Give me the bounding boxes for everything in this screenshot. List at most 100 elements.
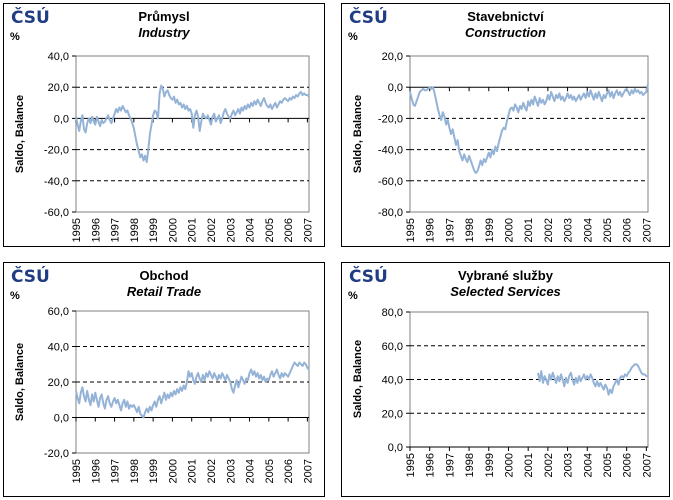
y-tick-label: 0,0 — [388, 442, 403, 454]
y-tick-label: 60,0 — [48, 306, 69, 318]
x-tick-label: 2000 — [167, 459, 179, 483]
x-tick-label: 2004 — [582, 453, 594, 477]
chart-panel-industry: ČSÚ Průmysl Industry % Saldo, Balance -6… — [3, 3, 325, 247]
chart-svg: -80,0 -60,0 -40,0 -20,0 0,0 20,0 1995 1996 1997 1… — [378, 51, 653, 242]
x-tick-label: 2006 — [622, 218, 634, 242]
x-tick-label: 1997 — [110, 218, 122, 242]
chart-title-en: Retail Trade — [126, 284, 202, 299]
y-tick-label: 40,0 — [382, 375, 403, 387]
x-tick-label: 2004 — [245, 218, 257, 242]
y-tick-label: 0,0 — [54, 413, 69, 425]
chart-titles: Stavebnictví Construction — [342, 9, 669, 41]
x-tick-label: 2004 — [582, 218, 594, 242]
y-tick-label: 80,0 — [382, 307, 403, 319]
series-line — [537, 363, 648, 396]
y-tick-label: -20,0 — [44, 448, 69, 460]
x-tick-label: 1996 — [90, 459, 102, 483]
y-tick-label: -20,0 — [44, 145, 69, 157]
x-tick-label: 2001 — [523, 218, 535, 242]
chart-title-en: Industry — [138, 25, 190, 40]
x-tick-label: 2007 — [641, 218, 653, 242]
x-tick-label: 1999 — [484, 453, 496, 477]
x-tick-label: 1999 — [148, 459, 160, 483]
x-tick-label: 2005 — [602, 453, 614, 477]
series-line — [409, 83, 649, 174]
x-tick-label: 1998 — [464, 453, 476, 477]
x-tick-label: 2003 — [225, 459, 237, 483]
x-tick-label: 2000 — [167, 218, 179, 242]
x-tick-label: 1996 — [425, 218, 437, 242]
csu-logo: ČSÚ — [349, 267, 388, 287]
y-tick-label: 20,0 — [382, 51, 403, 63]
csu-logo: ČSÚ — [11, 8, 50, 28]
chart-panel-services: ČSÚ Vybrané služby Selected Services % S… — [341, 262, 670, 497]
x-tick-label: 1995 — [405, 453, 417, 477]
x-tick-label: 2004 — [245, 459, 257, 483]
chart-panel-construction: ČSÚ Stavebnictví Construction % Saldo, B… — [341, 3, 670, 247]
x-tick-label: 2005 — [264, 459, 276, 483]
plot-area — [409, 55, 649, 213]
series-line — [75, 361, 310, 419]
x-tick-label: 1997 — [444, 218, 456, 242]
y-tick-label: 0,0 — [54, 113, 69, 125]
x-tick-label: 1997 — [110, 459, 122, 483]
y-tick-label: -40,0 — [44, 176, 69, 188]
y-tick-label: 20,0 — [382, 408, 403, 420]
x-tick-label: 2001 — [187, 459, 199, 483]
chart-panel-retail: ČSÚ Obchod Retail Trade % Saldo, Balance… — [3, 262, 325, 497]
chart-title-cs: Průmysl — [138, 9, 190, 24]
x-tick-label: 1998 — [464, 218, 476, 242]
y-tick-label: 0,0 — [388, 82, 403, 94]
x-tick-label: 2003 — [563, 453, 575, 477]
x-tick-label: 1996 — [425, 453, 437, 477]
y-tick-label: 20,0 — [48, 377, 69, 389]
chart-title-cs: Obchod — [139, 268, 189, 283]
y-tick-label: 20,0 — [48, 82, 69, 94]
chart-svg: -60,0 -40,0 -20,0 0,0 20,0 40,0 1995 1996 1997 19… — [44, 51, 314, 242]
x-tick-label: 2007 — [302, 218, 314, 242]
x-tick-label: 2001 — [523, 453, 535, 477]
x-tick-label: 2006 — [622, 453, 634, 477]
csu-logo: ČSÚ — [11, 267, 50, 287]
y-tick-label: -60,0 — [44, 207, 69, 219]
y-tick-label: 40,0 — [48, 51, 69, 63]
chart-titles: Obchod Retail Trade — [4, 268, 324, 300]
x-tick-label: 1998 — [129, 459, 141, 483]
y-tick-label: -80,0 — [378, 207, 403, 219]
chart-title-cs: Vybrané služby — [458, 268, 553, 283]
x-tick-label: 1996 — [90, 218, 102, 242]
chart-svg: 0,0 20,0 40,0 60,0 80,0 1995 1996 1997 1998 1999 2… — [382, 307, 654, 477]
percent-label: % — [348, 31, 358, 43]
x-tick-label: 2003 — [563, 218, 575, 242]
y-tick-label: -20,0 — [378, 113, 403, 125]
x-tick-label: 2003 — [225, 218, 237, 242]
x-tick-label: 1998 — [129, 218, 141, 242]
x-tick-label: 1997 — [444, 453, 456, 477]
x-tick-label: 2001 — [187, 218, 199, 242]
y-tick-label: 60,0 — [382, 341, 403, 353]
x-tick-label: 2002 — [206, 218, 218, 242]
series-line — [75, 84, 310, 164]
x-tick-label: 1999 — [484, 218, 496, 242]
x-tick-label: 2002 — [543, 453, 555, 477]
chart-titles: Průmysl Industry — [4, 9, 324, 41]
x-tick-label: 2005 — [602, 218, 614, 242]
x-tick-label: 1995 — [71, 218, 83, 242]
y-tick-label: 40,0 — [48, 342, 69, 354]
x-tick-label: 2007 — [641, 453, 653, 477]
x-tick-label: 2002 — [206, 459, 218, 483]
x-tick-label: 1995 — [405, 218, 417, 242]
y-tick-label: -40,0 — [378, 145, 403, 157]
x-tick-label: 2006 — [283, 218, 295, 242]
chart-title-cs: Stavebnictví — [467, 9, 544, 24]
x-tick-label: 2000 — [503, 218, 515, 242]
x-tick-label: 1995 — [71, 459, 83, 483]
csu-logo: ČSÚ — [349, 8, 388, 28]
x-tick-label: 2007 — [302, 459, 314, 483]
x-tick-label: 2006 — [283, 459, 295, 483]
chart-title-en: Selected Services — [450, 284, 561, 299]
chart-svg: -20,0 0,0 20,0 40,0 60,0 1995 1996 1997 1998 1999… — [44, 306, 314, 483]
plot-area — [75, 55, 310, 213]
x-tick-label: 2005 — [264, 218, 276, 242]
